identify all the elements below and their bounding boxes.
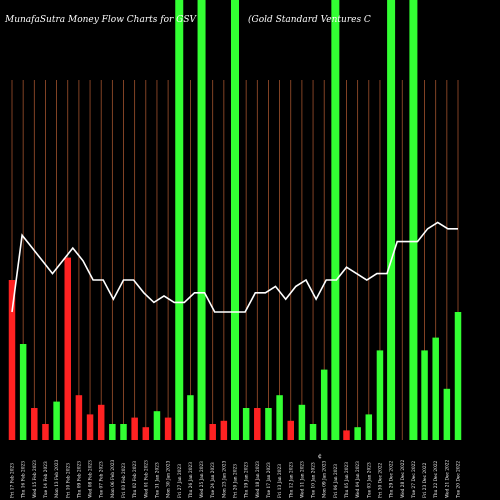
bar	[53, 401, 60, 440]
bar	[287, 420, 294, 440]
x-tick-label: Fri 17 Feb 2023	[11, 463, 16, 498]
bar	[376, 350, 384, 440]
bar-highlight	[197, 0, 206, 440]
bar	[131, 417, 138, 440]
x-tick-label: Fri 13 Jan 2023	[278, 464, 283, 498]
x-tick-label: Wed 25 Jan 2023	[200, 461, 205, 498]
x-tick-label: Wed 11 Jan 2023	[300, 461, 305, 498]
x-tick-label: Tue 03 Jan 2023	[367, 462, 372, 498]
x-tick-label: Mon 23 Jan 2023	[222, 460, 227, 498]
x-tick-label: Mon 13 Feb 2023	[55, 459, 60, 498]
chart-title: MunafaSutra Money Flow Charts for GSV	[4, 15, 198, 25]
x-tick-label: Thu 09 Feb 2023	[77, 461, 82, 498]
x-tick-label: Wed 18 Jan 2023	[256, 461, 261, 498]
bar	[242, 408, 250, 440]
bar	[164, 417, 172, 440]
x-tick-label: Tue 14 Feb 2023	[44, 461, 49, 498]
bar	[343, 430, 350, 440]
x-tick-label: Tue 31 Jan 2023	[155, 462, 160, 498]
x-tick-label: Tue 20 Dec 2022	[457, 461, 462, 498]
price-line-group	[11, 221, 458, 313]
bar	[220, 420, 228, 440]
bar	[454, 312, 462, 440]
money-flow-bars	[8, 0, 462, 440]
x-tick-label: Tue 24 Jan 2023	[211, 462, 216, 498]
bar	[187, 395, 194, 440]
x-tick-label: Tue 10 Jan 2023	[312, 462, 317, 498]
bar	[120, 424, 127, 440]
bar-highlight	[175, 0, 184, 440]
bar	[75, 395, 83, 440]
x-tick-label: Wed 08 Feb 2023	[89, 460, 94, 498]
bar	[109, 424, 116, 440]
bar	[421, 350, 428, 440]
x-tick-label: Fri 23 Dec 2022	[423, 462, 428, 498]
bar	[97, 404, 105, 440]
bar	[64, 257, 71, 440]
bar	[309, 424, 317, 440]
bar	[153, 411, 161, 440]
x-tick-label: Fri 30 Dec 2022	[378, 462, 383, 498]
x-axis-ticks: Fri 17 Feb 2023 Thu 16 Feb 2023 Wed 15 Feb…	[11, 459, 462, 498]
x-tick-label: Fri 06 Jan 2023	[334, 464, 339, 498]
bar	[298, 404, 306, 440]
x-tick-label: Thu 29 Dec 2022	[390, 460, 395, 498]
bar	[8, 280, 16, 440]
x-tick-label: Mon 09 Jan 2023	[323, 460, 328, 498]
x-tick-label: Wed 01 Feb 2023	[144, 460, 149, 498]
bar	[209, 424, 216, 440]
x-tick-label: Mon 06 Feb 2023	[111, 459, 116, 498]
bar	[354, 427, 361, 440]
x-tick-label: Wed 15 Feb 2023	[33, 460, 38, 498]
x-tick-label: Fri 03 Feb 2023	[122, 463, 127, 498]
x-tick-label: Thu 19 Jan 2023	[245, 462, 250, 498]
bar	[265, 408, 272, 440]
bar-highlight	[409, 0, 418, 440]
bar	[254, 408, 261, 440]
bar-highlight	[331, 0, 340, 440]
x-tick-label: Wed 28 Dec 2022	[401, 459, 406, 498]
bar	[86, 414, 94, 440]
bar	[276, 395, 283, 440]
bar	[443, 388, 451, 440]
x-tick-label: Fri 10 Feb 2023	[66, 463, 71, 498]
x-tick-label: Fri 20 Jan 2023	[234, 464, 239, 498]
center-mark: ¢	[318, 453, 322, 460]
x-tick-label: Tue 17 Jan 2023	[267, 462, 272, 498]
x-tick-label: Thu 16 Feb 2023	[22, 461, 27, 498]
chart-subtitle: (Gold Standard Ventures C	[248, 14, 371, 25]
x-tick-label: Wed 04 Jan 2023	[356, 461, 361, 498]
bar-highlight	[387, 0, 396, 440]
bar	[31, 408, 38, 440]
x-tick-label: Thu 22 Dec 2022	[434, 460, 439, 498]
bar	[320, 369, 328, 440]
x-tick-label: Thu 26 Jan 2023	[189, 462, 194, 498]
price-line	[11, 221, 458, 313]
x-tick-label: Thu 05 Jan 2023	[345, 462, 350, 498]
bar-highlight	[231, 0, 239, 440]
x-tick-label: Tue 27 Dec 2022	[412, 461, 417, 498]
bar	[142, 427, 150, 440]
x-tick-label: Fri 27 Jan 2023	[178, 464, 183, 498]
x-tick-label: Tue 07 Feb 2023	[100, 461, 105, 498]
bar	[432, 337, 439, 440]
x-tick-label: Wed 21 Dec 2022	[445, 459, 450, 498]
bar	[42, 424, 49, 440]
x-tick-label: Thu 12 Jan 2023	[289, 462, 294, 498]
x-tick-label: Thu 02 Feb 2023	[133, 461, 138, 498]
bar	[365, 414, 373, 440]
x-tick-label: Mon 30 Jan 2023	[167, 460, 172, 498]
bar	[19, 344, 27, 440]
